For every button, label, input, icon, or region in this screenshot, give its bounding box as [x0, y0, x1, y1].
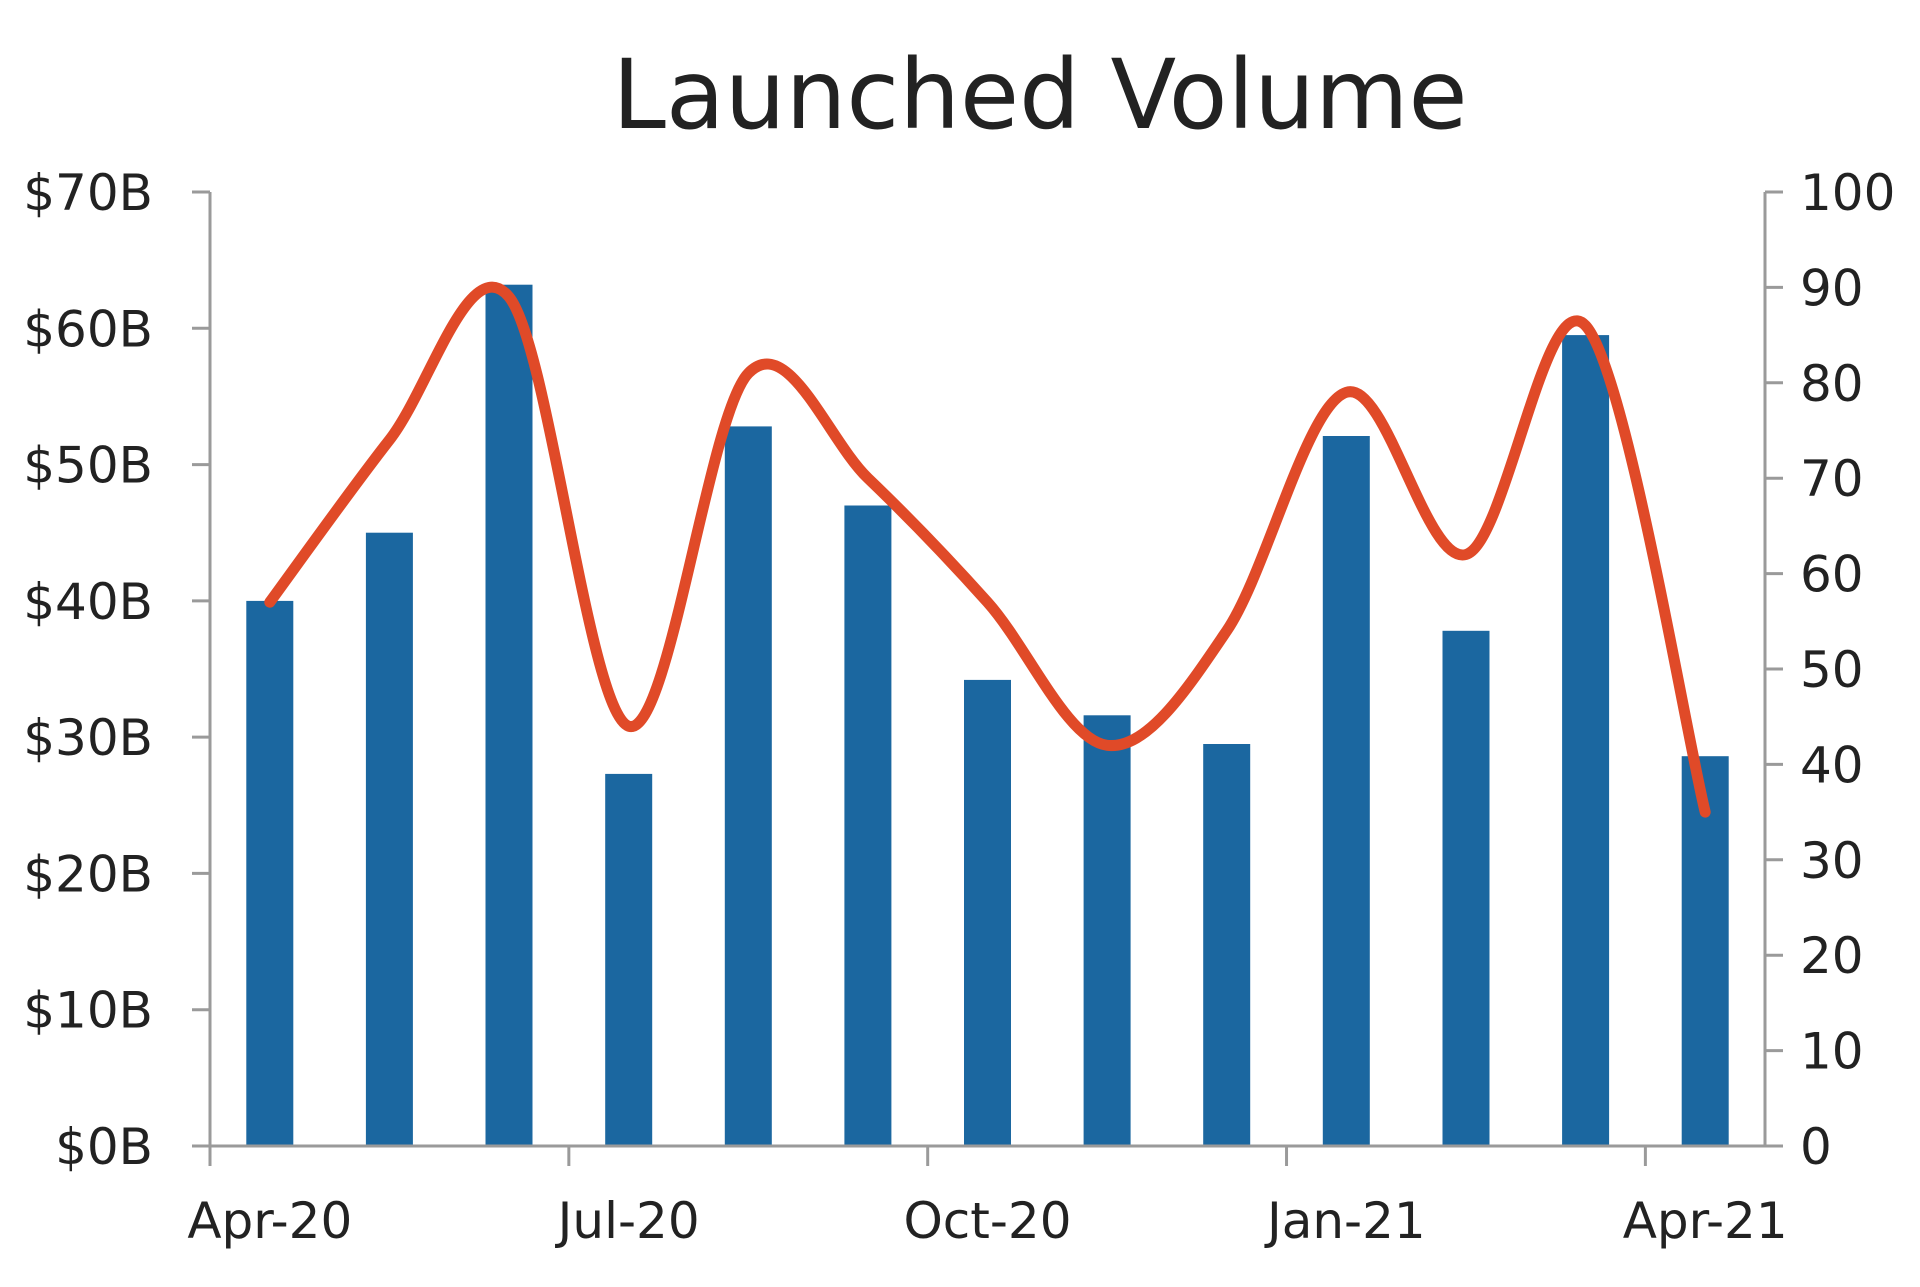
y-right-tick-label: 80: [1800, 355, 1864, 413]
x-tick-label: Apr-20: [187, 1192, 352, 1250]
y-left-tick-label: $30B: [23, 709, 153, 767]
y-right-tick-label: 30: [1800, 832, 1864, 890]
y-right-tick-label: 10: [1800, 1023, 1864, 1081]
bar-Oct-20: [964, 679, 1011, 1146]
chart-title: Launched Volume: [612, 39, 1467, 151]
axes-layer: $0B $10B $20B $30B $40B $50B $60B $70B 0 10 20 30 40…: [23, 164, 1895, 1250]
bar-Jul-20: [605, 773, 653, 1146]
bar-Mar-21: [1562, 335, 1610, 1147]
y-left-tick-label: $0B: [55, 1118, 153, 1176]
line-layer: [264, 281, 1711, 818]
y-left-tick-label: $20B: [23, 845, 153, 903]
y-right-tick-label: 20: [1800, 927, 1864, 985]
y-right-tick-label: 40: [1800, 736, 1864, 794]
x-tick-label: Oct-20: [903, 1192, 1071, 1250]
y-right-tick-label: 70: [1800, 450, 1864, 508]
y-right-tick-label: 60: [1800, 546, 1864, 604]
bar-May-20: [365, 532, 413, 1146]
bar-Jun-20: [485, 284, 533, 1146]
y-left-tick-label: $70B: [23, 164, 153, 222]
y-left-tick-label: $60B: [23, 300, 153, 358]
y-right-tick-label: 100: [1800, 164, 1895, 222]
bar-Feb-21: [1442, 630, 1490, 1146]
bar-Nov-20: [1083, 715, 1131, 1146]
bar-Apr-21: [1681, 756, 1729, 1146]
y-left-tick-label: $10B: [23, 982, 153, 1040]
bar-Aug-20: [724, 426, 772, 1146]
bar-Dec-20: [1203, 744, 1251, 1146]
y-right-tick-label: 50: [1800, 641, 1864, 699]
bar-Sep-20: [844, 505, 892, 1146]
y-left-tick-label: $40B: [23, 573, 153, 631]
x-tick-label: Apr-21: [1623, 1192, 1788, 1250]
x-tick-label: Jul-20: [555, 1192, 700, 1250]
y-right-tick-label: 0: [1800, 1118, 1832, 1176]
y-right-tick-label: 90: [1800, 259, 1864, 317]
bars-layer: [246, 284, 1729, 1147]
x-tick-label: Jan-21: [1264, 1192, 1426, 1250]
bar-Jan-21: [1322, 436, 1370, 1146]
y-left-tick-label: $50B: [23, 437, 153, 495]
bar-Apr-20: [246, 600, 294, 1146]
